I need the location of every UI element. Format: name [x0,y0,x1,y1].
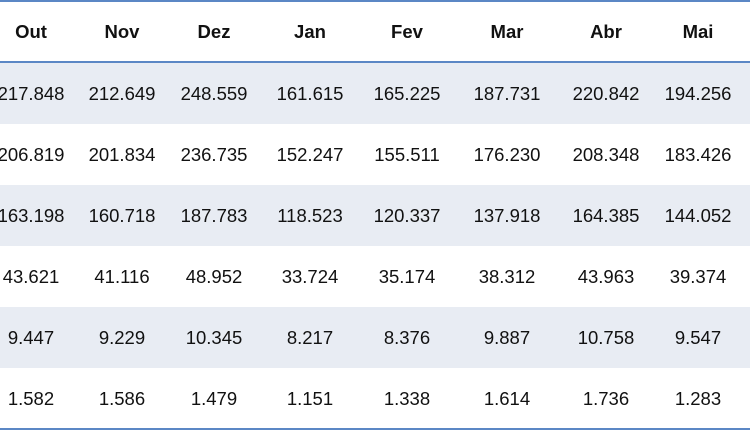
table-cell: 160.718 [88,205,156,226]
table-row: 1.582 1.586 1.479 1.151 1.338 1.614 1.736 1.283 [0,368,750,429]
table-cell: 1.582 [7,388,55,409]
header-cell: Jan [294,21,326,42]
table-cell: 9.547 [674,327,722,348]
table-cell: 217.848 [0,83,65,104]
table-cell: 187.783 [180,205,248,226]
table-cell: 152.247 [276,144,344,165]
table-cell: 33.724 [281,266,339,287]
header-divider [0,61,750,63]
table-cell: 187.731 [473,83,541,104]
table-cell: 163.198 [0,205,65,226]
table-cell: 1.586 [98,388,146,409]
table-top-border [0,0,750,2]
header-cell: Fev [391,21,423,42]
table-cell: 165.225 [373,83,441,104]
header-cell: Mar [490,21,524,42]
table-cell: 10.758 [577,327,635,348]
table-header-row: Out Nov Dez Jan Fev Mar Abr Mai [0,1,750,62]
table-cell: 38.312 [478,266,536,287]
table-cell: 201.834 [88,144,156,165]
table-cell: 43.963 [577,266,635,287]
table-cell: 183.426 [664,144,732,165]
table-cell: 1.338 [383,388,431,409]
table-cell: 10.345 [185,327,243,348]
header-cell: Nov [104,21,140,42]
table-cell: 48.952 [185,266,243,287]
table-cell: 208.348 [572,144,640,165]
table-cell: 206.819 [0,144,65,165]
table-cell: 39.374 [669,266,727,287]
table-cell: 41.116 [94,266,150,287]
table-cell: 9.447 [7,327,55,348]
table-row: 9.447 9.229 10.345 8.217 8.376 9.887 10.758 9.5… [0,307,750,368]
table-cell: 118.523 [277,205,343,226]
table-row: 43.621 41.116 48.952 33.724 35.174 38.312 43.9… [0,246,750,307]
table-cell: 194.256 [664,83,732,104]
table-row: 217.848 212.649 248.559 161.615 165.225 187.7… [0,63,750,124]
table-cell: 1.614 [483,388,531,409]
table-cell: 1.283 [674,388,722,409]
table-cell: 9.887 [483,327,531,348]
table-cell: 248.559 [180,83,248,104]
header-cell: Mai [682,21,714,42]
table-cell: 1.151 [286,388,334,409]
table-cell: 120.337 [373,205,441,226]
table-row: 206.819 201.834 236.735 152.247 155.511 176.2… [0,124,750,185]
table-cell: 220.842 [572,83,640,104]
table-cell: 212.649 [88,83,156,104]
table-cell: 35.174 [378,266,436,287]
table-cell: 8.217 [286,327,334,348]
table-cell: 9.229 [98,327,146,348]
table-cell: 1.736 [582,388,630,409]
table-cell: 137.918 [473,205,541,226]
table-bottom-border [0,428,750,430]
table-cell: 164.385 [572,205,640,226]
table-cell: 155.511 [374,144,440,165]
table-cell: 1.479 [190,388,238,409]
table-cell: 161.615 [276,83,344,104]
header-cell: Abr [590,21,622,42]
table-cell: 144.052 [664,205,732,226]
header-cell: Dez [197,21,231,42]
table-cell: 43.621 [2,266,60,287]
table-cell: 8.376 [383,327,431,348]
table-cell: 236.735 [180,144,248,165]
table-cell: 176.230 [473,144,541,165]
header-cell: Out [15,21,47,42]
table-row: 163.198 160.718 187.783 118.523 120.337 137.9… [0,185,750,246]
